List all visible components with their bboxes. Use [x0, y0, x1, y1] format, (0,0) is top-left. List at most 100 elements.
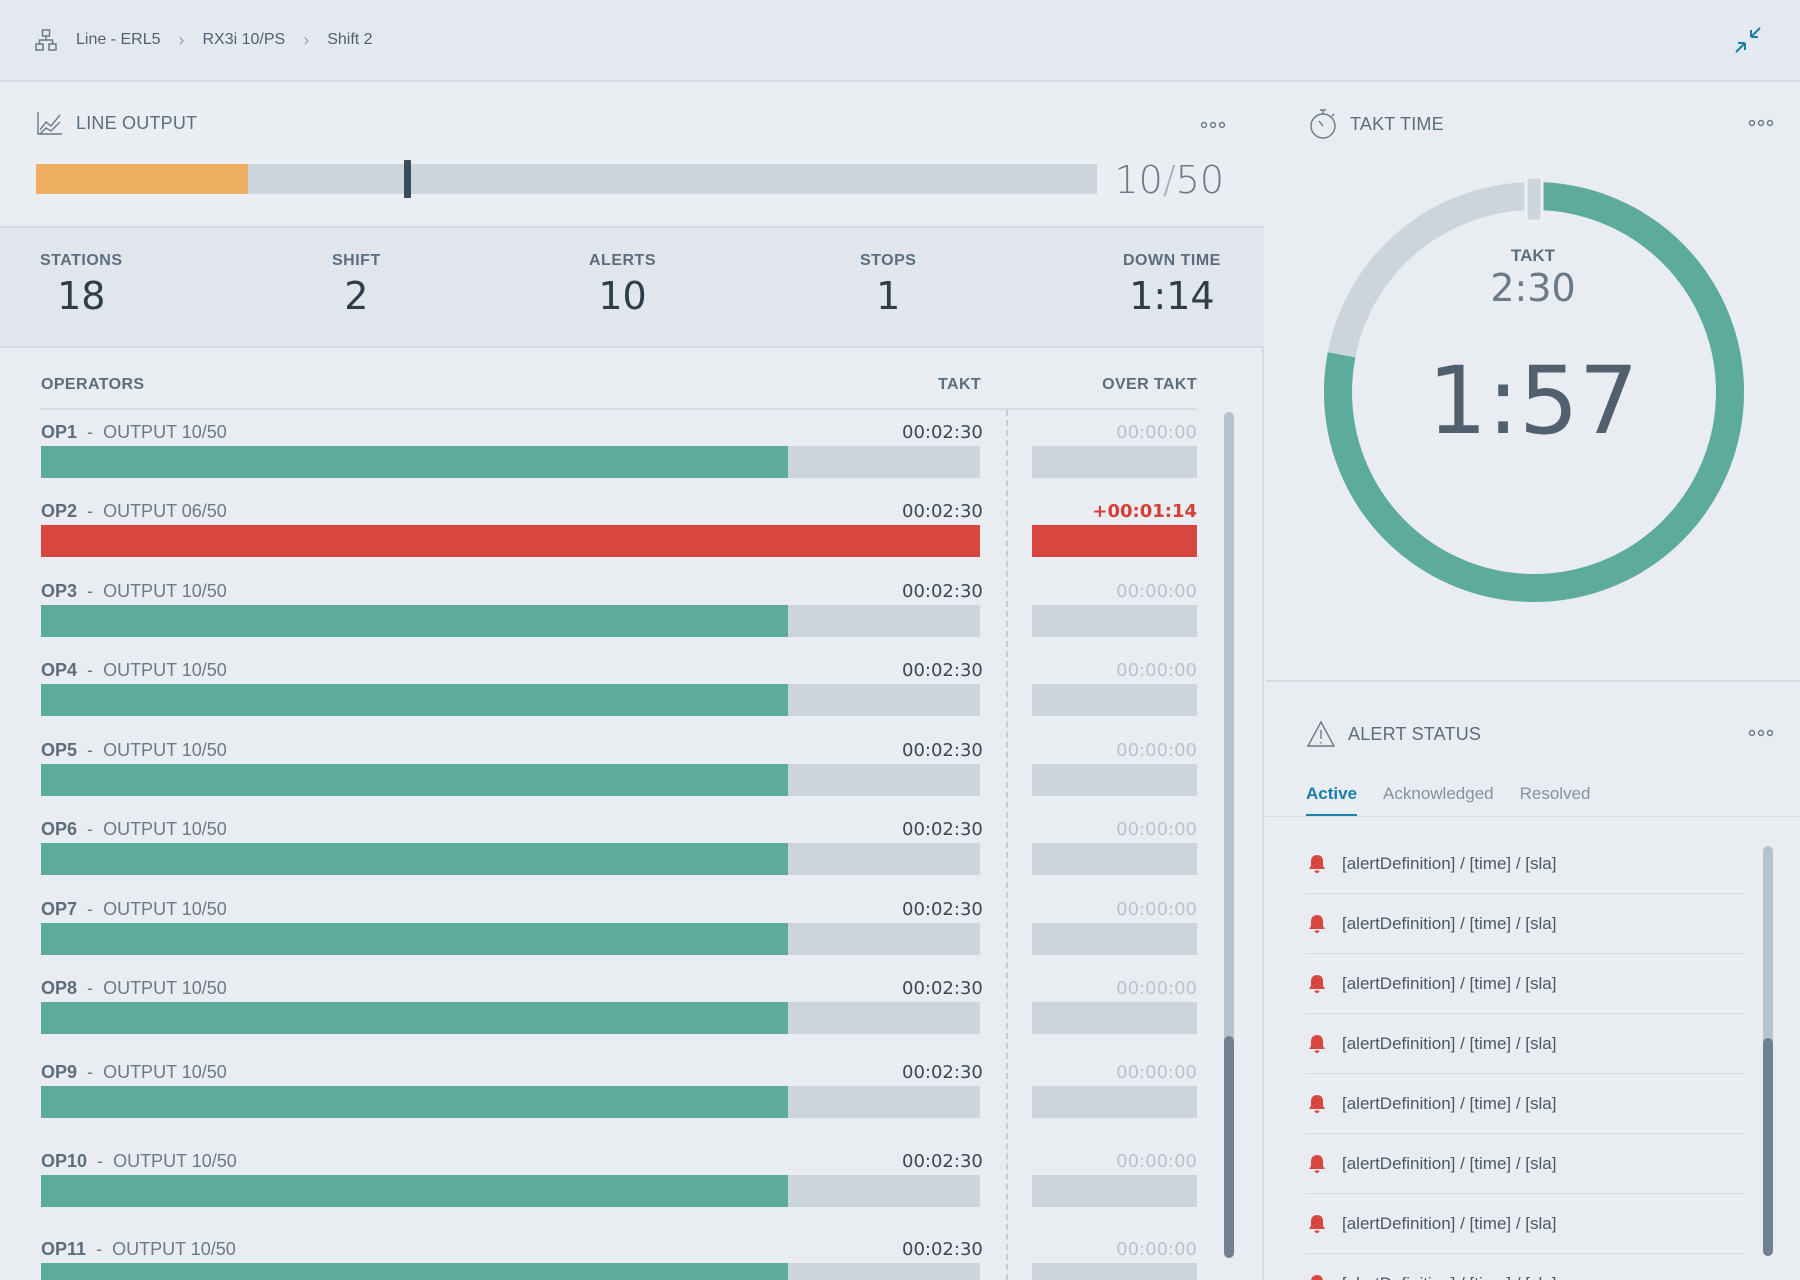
bell-icon	[1309, 854, 1325, 873]
breadcrumb-item-device[interactable]: RX3i 10/PS	[202, 31, 286, 48]
operator-output: OUTPUT 10/50	[113, 1151, 237, 1171]
operators-scrollbar[interactable]	[1224, 412, 1234, 1258]
operator-output: OUTPUT 10/50	[103, 581, 227, 601]
operators-table-header: OPERATORS TAKT OVER TAKT	[41, 376, 1197, 410]
operator-label: OP9 - OUTPUT 10/50	[41, 1062, 227, 1083]
operator-row[interactable]: OP8 - OUTPUT 10/50 00:02:30 00:00:00	[41, 978, 1197, 1048]
operator-takt: 00:02:30	[902, 1239, 983, 1260]
operator-label: OP6 - OUTPUT 10/50	[41, 819, 227, 840]
breadcrumb-item-shift[interactable]: Shift 2	[327, 31, 373, 48]
operator-id: OP8	[41, 978, 78, 998]
operators-scrollbar-thumb[interactable]	[1224, 1036, 1234, 1258]
alert-scrollbar[interactable]	[1763, 846, 1773, 1256]
operator-separator: -	[87, 660, 94, 680]
operator-row[interactable]: OP1 - OUTPUT 10/50 00:02:30 00:00:00	[41, 422, 1197, 492]
operator-row[interactable]: OP11 - OUTPUT 10/50 00:02:30 00:00:00	[41, 1239, 1197, 1280]
bell-icon	[1309, 1214, 1325, 1233]
header-over-takt: OVER TAKT	[1102, 376, 1197, 393]
alert-status-title: ALERT STATUS	[1306, 720, 1481, 748]
alert-item[interactable]: [alertDefinition] / [time] / [sla]	[1306, 834, 1744, 894]
operator-takt: 00:02:30	[902, 1151, 983, 1172]
alert-item-text: [alertDefinition] / [time] / [sla]	[1342, 1093, 1557, 1113]
alert-item[interactable]: [alertDefinition] / [time] / [sla]	[1306, 1014, 1744, 1074]
operator-takt: 00:02:30	[902, 899, 983, 920]
tabs-divider	[1266, 816, 1800, 817]
operator-progress-fill	[41, 923, 789, 955]
stat-value: 2	[344, 274, 369, 318]
operator-takt: 00:02:30	[902, 1062, 983, 1083]
operator-output: OUTPUT 10/50	[103, 899, 227, 919]
takt-value: 2:30	[1490, 266, 1576, 310]
alert-item[interactable]: [alertDefinition] / [time] / [sla]	[1306, 894, 1744, 954]
alert-item[interactable]: [alertDefinition] / [time] / [sla]	[1306, 1254, 1744, 1280]
stat-stops: STOPS 1	[860, 252, 916, 318]
operator-id: OP6	[41, 819, 78, 839]
operator-label: OP8 - OUTPUT 10/50	[41, 978, 227, 999]
operator-progress-track	[41, 1175, 980, 1207]
operator-row[interactable]: OP3 - OUTPUT 10/50 00:02:30 00:00:00	[41, 581, 1197, 651]
operator-progress-fill	[41, 446, 789, 478]
operator-takt: 00:02:30	[902, 819, 983, 840]
alert-item[interactable]: [alertDefinition] / [time] / [sla]	[1306, 1194, 1744, 1254]
tab-resolved[interactable]: Resolved	[1519, 784, 1591, 803]
alert-status-panel: ALERT STATUS Active Acknowledged Resolve…	[1266, 684, 1800, 1280]
operator-output: OUTPUT 10/50	[103, 819, 227, 839]
takt-time-title-text: TAKT TIME	[1350, 113, 1444, 134]
alert-scrollbar-thumb[interactable]	[1763, 1038, 1773, 1256]
alert-item-text: [alertDefinition] / [time] / [sla]	[1342, 1213, 1557, 1233]
hierarchy-icon	[35, 29, 57, 51]
operator-over-takt-bar	[1032, 1002, 1197, 1034]
warning-icon	[1306, 720, 1336, 747]
operator-progress-track	[41, 923, 980, 955]
alert-item-text: [alertDefinition] / [time] / [sla]	[1342, 853, 1557, 873]
stat-down-time: DOWN TIME 1:14	[1123, 252, 1221, 318]
operator-over-takt: 00:00:00	[1116, 1151, 1197, 1172]
operator-row[interactable]: OP5 - OUTPUT 10/50 00:02:30 00:00:00	[41, 740, 1197, 810]
operator-label: OP4 - OUTPUT 10/50	[41, 660, 227, 681]
operator-over-takt: 00:00:00	[1116, 1062, 1197, 1083]
operator-takt: 00:02:30	[902, 422, 983, 443]
more-icon[interactable]	[1748, 728, 1774, 738]
operator-progress-track	[41, 764, 980, 796]
alert-item[interactable]: [alertDefinition] / [time] / [sla]	[1306, 1074, 1744, 1134]
operator-over-takt-bar	[1032, 684, 1197, 716]
operator-row[interactable]: OP6 - OUTPUT 10/50 00:02:30 00:00:00	[41, 819, 1197, 889]
operator-takt: 00:02:30	[902, 740, 983, 761]
operator-output: OUTPUT 10/50	[103, 660, 227, 680]
line-output-panel: LINE OUTPUT 10/50	[0, 82, 1264, 226]
more-icon[interactable]	[1200, 120, 1226, 130]
operator-progress-track	[41, 1002, 980, 1034]
operator-row[interactable]: OP10 - OUTPUT 10/50 00:02:30 00:00:00	[41, 1151, 1197, 1221]
operator-separator: -	[87, 899, 94, 919]
alert-item[interactable]: [alertDefinition] / [time] / [sla]	[1306, 954, 1744, 1014]
operator-progress-fill	[41, 1263, 789, 1280]
operator-over-takt-bar	[1032, 605, 1197, 637]
alert-item[interactable]: [alertDefinition] / [time] / [sla]	[1306, 1134, 1744, 1194]
stat-label: STATIONS	[40, 252, 123, 269]
operator-progress-track	[41, 605, 980, 637]
operator-progress-fill	[41, 525, 980, 557]
operator-row[interactable]: OP2 - OUTPUT 06/50 00:02:30 +00:01:14	[41, 501, 1197, 571]
takt-remaining: 1:57	[1427, 347, 1639, 456]
stat-value: 10	[598, 274, 647, 318]
operator-over-takt-bar	[1032, 923, 1197, 955]
operator-over-takt: 00:00:00	[1116, 978, 1197, 999]
header-operators: OPERATORS	[41, 376, 145, 393]
operator-output: OUTPUT 06/50	[103, 501, 227, 521]
operator-id: OP1	[41, 422, 78, 442]
operator-row[interactable]: OP9 - OUTPUT 10/50 00:02:30 00:00:00	[41, 1062, 1197, 1132]
tab-active[interactable]: Active	[1306, 784, 1358, 817]
stats-strip: STATIONS 18 SHIFT 2 ALERTS 10 STOPS 1 DO…	[0, 226, 1264, 348]
operator-takt: 00:02:30	[902, 978, 983, 999]
breadcrumb-separator: ›	[303, 29, 310, 50]
operator-row[interactable]: OP7 - OUTPUT 10/50 00:02:30 00:00:00	[41, 899, 1197, 969]
breadcrumb-item-line[interactable]: Line - ERL5	[76, 31, 161, 48]
more-icon[interactable]	[1748, 118, 1774, 128]
operator-separator: -	[87, 581, 94, 601]
operator-row[interactable]: OP4 - OUTPUT 10/50 00:02:30 00:00:00	[41, 660, 1197, 730]
tab-acknowledged[interactable]: Acknowledged	[1383, 784, 1494, 803]
operator-progress-track	[41, 525, 980, 557]
collapse-icon[interactable]	[1732, 24, 1764, 56]
line-output-progress-track	[36, 160, 1097, 198]
operator-separator: -	[87, 422, 94, 442]
